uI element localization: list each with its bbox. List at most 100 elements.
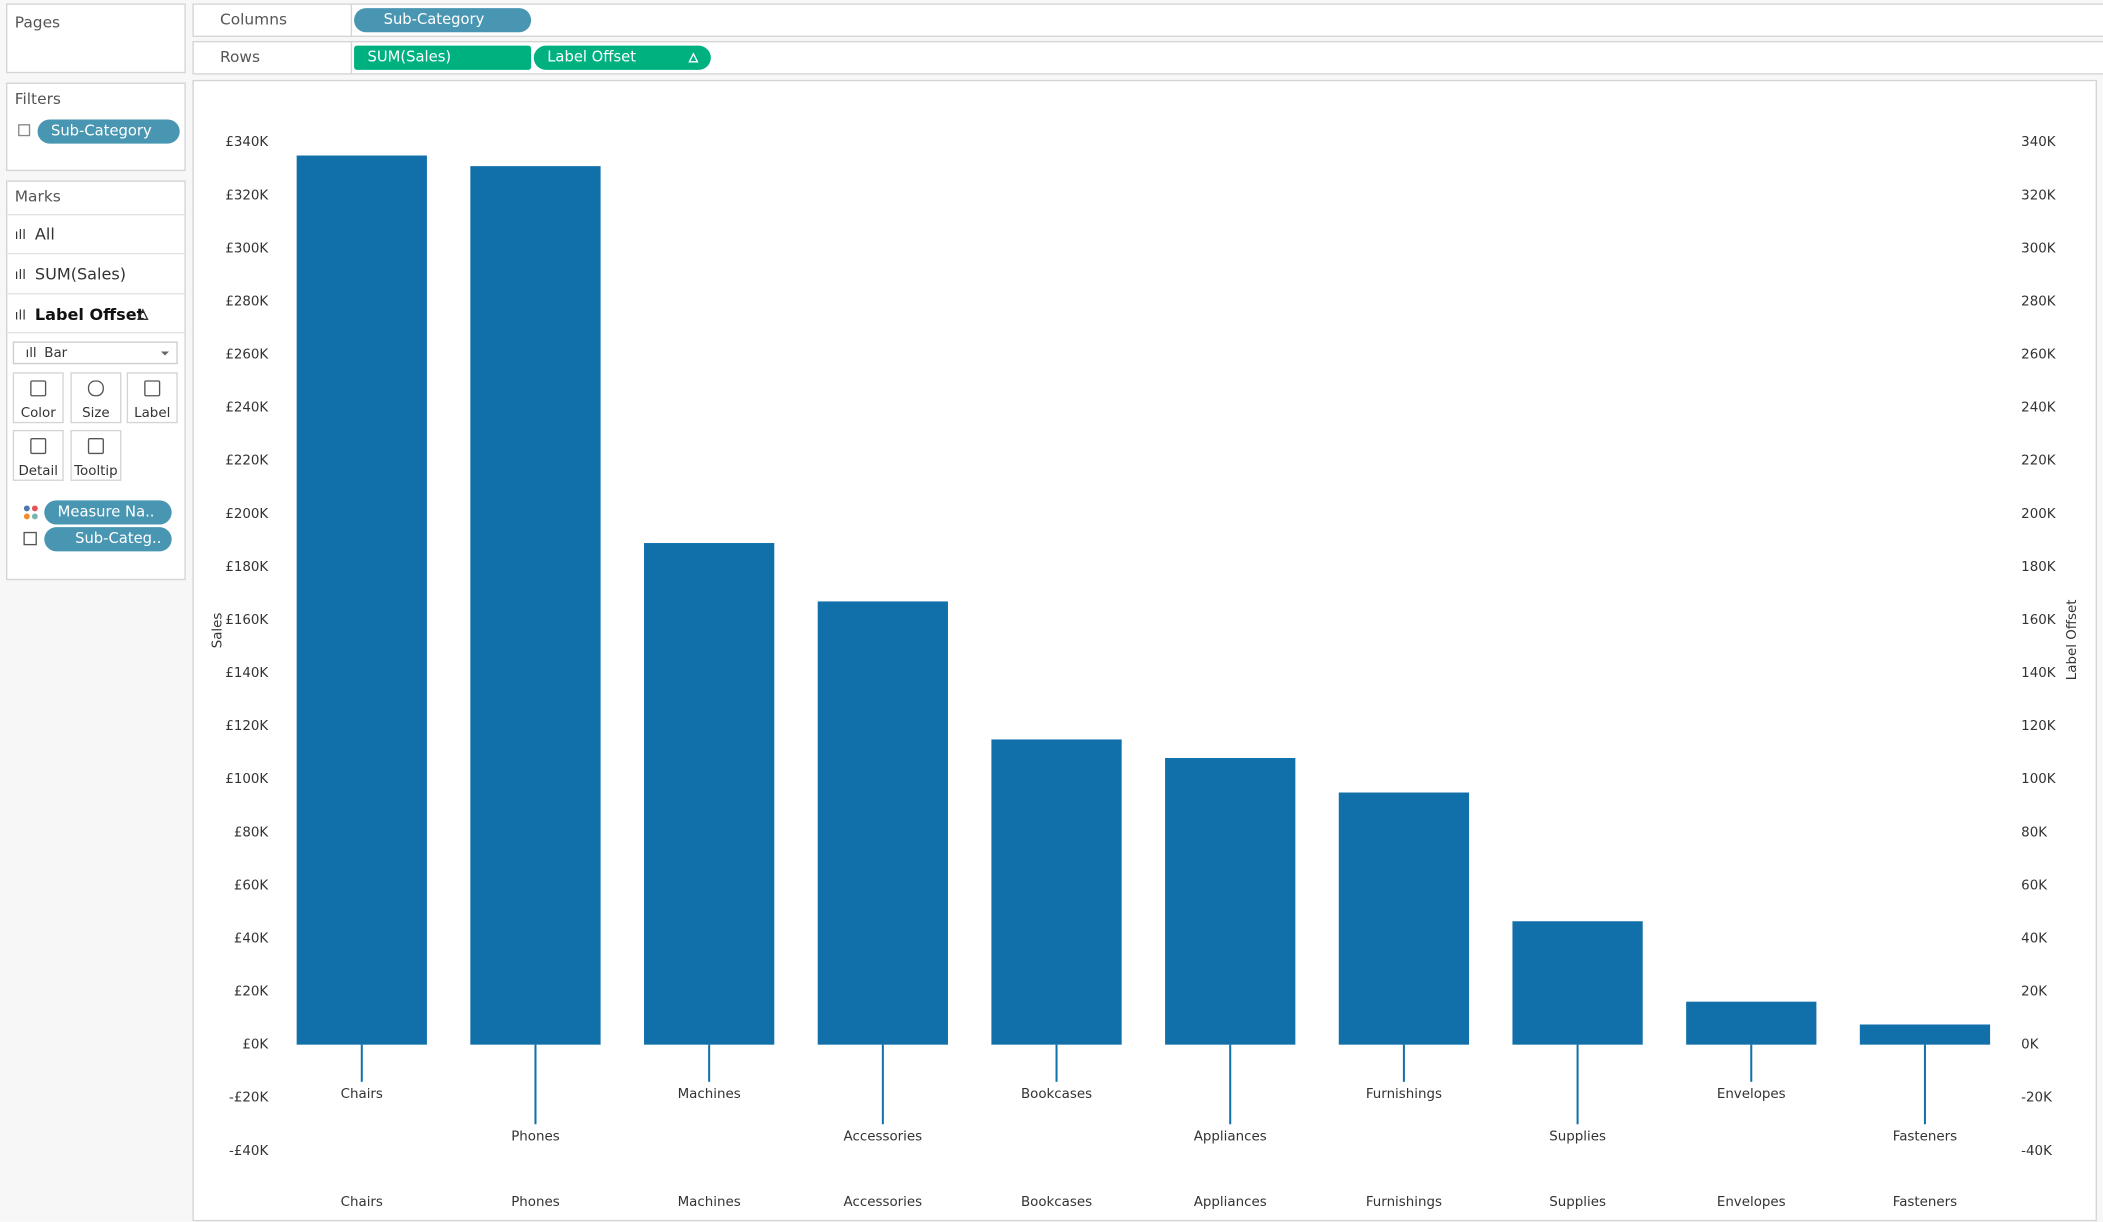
- data-label: Supplies: [1549, 1129, 1606, 1144]
- data-label: Furnishings: [1366, 1087, 1442, 1102]
- filter-pill-text: Sub-Category: [51, 123, 152, 140]
- bar-icon: ıll: [15, 308, 26, 323]
- y2-tick-label: 300K: [2021, 241, 2057, 256]
- filter-pill[interactable]: Sub-Category: [37, 119, 180, 144]
- button-icon: [30, 380, 47, 397]
- marks-row[interactable]: ıll SUM(Sales): [15, 265, 126, 284]
- x-tick-label: Chairs: [341, 1195, 383, 1210]
- y2-tick-label: 80K: [2021, 825, 2048, 840]
- marks-row[interactable]: ıll All: [15, 224, 55, 243]
- y-tick-label: £80K: [234, 825, 270, 840]
- bar: [470, 166, 601, 1045]
- y-tick-label: £260K: [225, 348, 269, 363]
- y2-tick-label: 60K: [2021, 878, 2048, 893]
- y2-axis-title: Label Offset: [2065, 599, 2080, 680]
- icon: [31, 505, 38, 512]
- x-tick-label: Envelopes: [1717, 1195, 1786, 1210]
- data-label: Accessories: [844, 1129, 923, 1144]
- button-label: Detail: [18, 464, 58, 479]
- y-tick-label: £280K: [225, 295, 269, 310]
- y2-tick-label: 280K: [2021, 295, 2057, 310]
- y-tick-label: £160K: [225, 613, 269, 628]
- marks-pill-row[interactable]: Sub-Categ..: [23, 527, 172, 552]
- filters-title: Filters: [15, 90, 61, 108]
- y2-tick-label: 0K: [2021, 1038, 2040, 1053]
- data-label: Appliances: [1194, 1129, 1267, 1144]
- data-label: Phones: [511, 1129, 560, 1144]
- y2-tick-label: 140K: [2021, 666, 2057, 681]
- bar-icon: ıll: [15, 268, 26, 283]
- mark-button[interactable]: Detail: [12, 429, 64, 481]
- icon: [23, 505, 30, 512]
- y2-tick-label: 340K: [2021, 135, 2057, 150]
- y-tick-label: £200K: [225, 507, 269, 522]
- bar: [1859, 1024, 1991, 1045]
- y2-tick-label: -40K: [2021, 1144, 2053, 1159]
- bar: [1338, 792, 1470, 1045]
- pages-card: [6, 3, 186, 74]
- rows-pill[interactable]: Label Offset: [533, 45, 711, 70]
- button-icon: [87, 380, 104, 397]
- dropdown-box: [12, 341, 178, 365]
- mark-button[interactable]: Color: [12, 372, 64, 424]
- rows-pill[interactable]: SUM(Sales): [354, 45, 532, 70]
- columns-label: Columns: [220, 11, 287, 29]
- mark-type-dropdown[interactable]: ıll Bar: [12, 341, 178, 365]
- y-tick-label: £240K: [225, 401, 269, 416]
- y-tick-label: -£20K: [229, 1091, 269, 1106]
- marks-row-text: All: [35, 224, 55, 243]
- mark-button[interactable]: Tooltip: [70, 429, 122, 481]
- y2-tick-label: 240K: [2021, 401, 2057, 416]
- pill-bg: [44, 500, 172, 525]
- y-tick-label: £60K: [234, 878, 270, 893]
- mark-button[interactable]: Label: [126, 372, 178, 424]
- y-tick-label: £340K: [225, 135, 269, 150]
- bar: [991, 739, 1122, 1045]
- rows-pill-text: SUM(Sales): [367, 49, 451, 66]
- data-label: Chairs: [341, 1087, 383, 1102]
- x-tick-label: Fasteners: [1893, 1195, 1957, 1210]
- marks-pill-row[interactable]: Measure Na..: [23, 500, 172, 525]
- y2-tick-label: 220K: [2021, 454, 2057, 469]
- marks-row-text: Label Offset: [35, 305, 145, 324]
- y-tick-label: £320K: [225, 188, 269, 203]
- y-tick-label: £140K: [225, 666, 269, 681]
- y2-tick-label: 120K: [2021, 719, 2057, 734]
- x-tick-label: Bookcases: [1021, 1195, 1092, 1210]
- y-tick-label: £20K: [234, 985, 270, 1000]
- x-tick-label: Supplies: [1549, 1195, 1606, 1210]
- y-tick-label: £300K: [225, 241, 269, 256]
- bar: [644, 543, 775, 1045]
- mark-type: Bar: [44, 346, 67, 361]
- button-label: Tooltip: [73, 464, 118, 479]
- y2-tick-label: 320K: [2021, 188, 2057, 203]
- pill-bg: [44, 527, 172, 552]
- y2-tick-label: 100K: [2021, 772, 2057, 787]
- marks-row[interactable]: ıll Label Offset: [15, 305, 149, 324]
- y-tick-label: -£40K: [229, 1144, 269, 1159]
- icon: [23, 531, 37, 546]
- button-icon: [30, 437, 47, 455]
- marks-pill-text: Sub-Categ..: [75, 530, 161, 547]
- pill-bg: [533, 45, 711, 70]
- x-tick-label: Appliances: [1194, 1195, 1267, 1210]
- icon: [23, 513, 30, 520]
- x-tick-label: Accessories: [844, 1195, 923, 1210]
- data-label: Machines: [678, 1087, 741, 1102]
- filter-icon: [18, 124, 31, 137]
- columns-pill[interactable]: Sub-Category: [354, 8, 532, 33]
- button-icon: [144, 380, 161, 397]
- rows-label: Rows: [220, 48, 260, 66]
- y2-tick-label: 180K: [2021, 560, 2057, 575]
- icon: [31, 513, 38, 520]
- x-tick-label: Machines: [678, 1195, 741, 1210]
- bar: [1512, 921, 1643, 1045]
- mark-button[interactable]: Size: [70, 372, 122, 424]
- bar: [296, 155, 427, 1045]
- y2-tick-label: -20K: [2021, 1091, 2053, 1106]
- x-tick-label: Phones: [511, 1195, 560, 1210]
- y2-tick-label: 260K: [2021, 348, 2057, 363]
- delta-icon: [137, 308, 149, 320]
- marks-title: Marks: [15, 188, 61, 206]
